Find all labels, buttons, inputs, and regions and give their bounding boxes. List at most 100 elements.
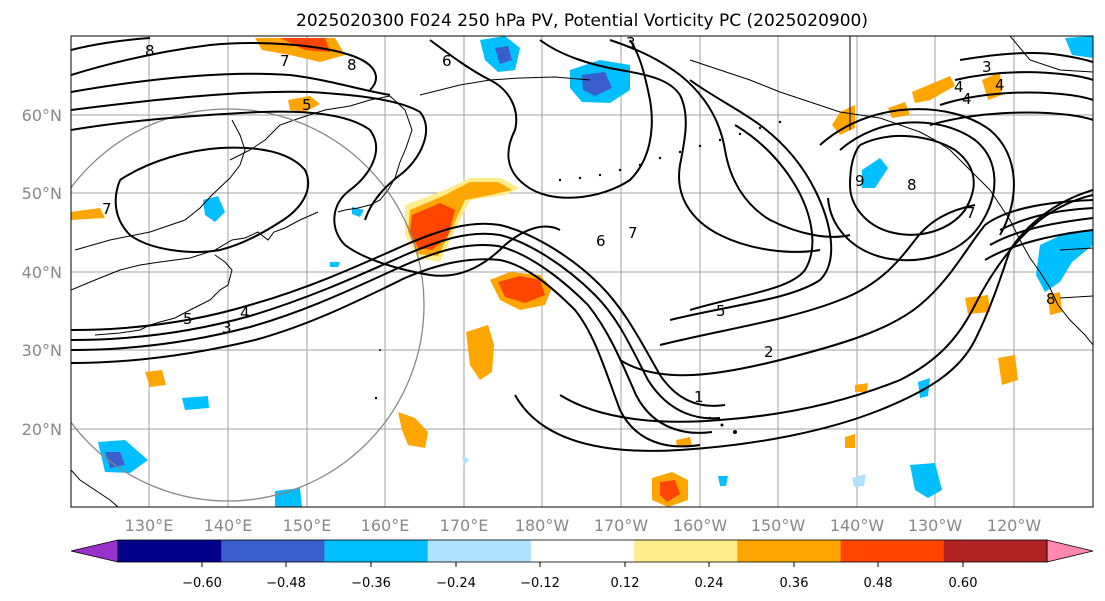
- contour-line: [659, 204, 976, 346]
- lon-label-130e: 130°E: [125, 516, 174, 535]
- pv-blob-neg-2-core: [582, 72, 612, 96]
- positive-pv-anomalies: [71, 38, 1062, 507]
- pv-blob-pos-15: [1048, 292, 1062, 315]
- colorbar-tick-label: 0.36: [780, 576, 809, 591]
- reference-circle: [71, 108, 425, 502]
- coast-asia-east: [71, 211, 319, 291]
- island-dot: [374, 396, 378, 400]
- contour-label: 8: [145, 42, 155, 60]
- pv-blob-neg-15: [352, 207, 364, 217]
- contour-label: 4: [240, 304, 250, 322]
- border-north-canada: [1009, 36, 1093, 73]
- colorbar-segment: [840, 540, 945, 562]
- hawaii-dot: [720, 423, 724, 427]
- lat-label-20n: 20°N: [22, 420, 62, 439]
- contour-label: 5: [183, 310, 193, 328]
- contour-label: 5: [716, 302, 726, 320]
- coast-japan: [94, 254, 233, 336]
- pv-blob-neg-4-core: [105, 452, 125, 468]
- island-dot: [578, 176, 582, 180]
- contour-label: 8: [907, 176, 917, 194]
- colorbar-tick-label: −0.60: [182, 576, 222, 591]
- pv-blob-neg-1-core: [495, 46, 512, 64]
- lon-label-150e: 150°E: [283, 516, 332, 535]
- coast-north-america-west: [989, 189, 1093, 346]
- pv-blob-neg-13: [718, 476, 728, 486]
- contour-label: 4: [995, 76, 1005, 94]
- contour-label: 7: [280, 52, 290, 70]
- pv-blob-pos-18: [845, 434, 855, 448]
- colorbar-tick-label: −0.24: [436, 576, 476, 591]
- contour-line: [689, 124, 814, 311]
- island-dot: [658, 156, 662, 160]
- lon-label-140e: 140°E: [204, 516, 253, 535]
- contour-label: 2: [764, 343, 774, 361]
- contour-line: [71, 72, 391, 96]
- pv-blob-pos-4-core: [498, 276, 545, 303]
- contour-label: 6: [442, 52, 452, 70]
- colorbar-segment: [634, 540, 738, 562]
- colorbar-tick-labels: −0.60 −0.48 −0.36 −0.24 −0.12 0.12 0.24 …: [182, 576, 977, 591]
- contour-line: [959, 51, 1093, 63]
- pv-blob-neg-3: [203, 196, 225, 222]
- pv-blob-neg-11: [918, 378, 930, 398]
- pv-blob-pos-8-core: [660, 480, 680, 502]
- colorbar-segment: [530, 540, 635, 562]
- pv-blob-neg-9: [1065, 36, 1093, 58]
- pv-blob-pos-17: [855, 383, 868, 392]
- contour-label: 5: [302, 96, 312, 114]
- contour-label: 1: [694, 388, 704, 406]
- lon-label-160e: 160°E: [361, 516, 410, 535]
- map-panel-content: 8 7 8 6 5 3 7 3 4 5 2 1 7 6 5 4 4 9 8 7: [70, 35, 1094, 508]
- border-us-canada: [1059, 247, 1093, 251]
- pv-blob-neg-6: [275, 488, 302, 507]
- contour-line: [819, 108, 1015, 236]
- island-dot: [778, 120, 782, 124]
- island-dot: [558, 178, 562, 182]
- pv-blob-pos-2: [288, 96, 320, 112]
- pv-blob-neg-8: [1036, 230, 1093, 292]
- contour-line: [989, 217, 1093, 246]
- contour-label: 4: [962, 90, 972, 108]
- lon-label-150w: 150°W: [751, 516, 806, 535]
- island-dot: [718, 138, 722, 142]
- pv-blob-neg-5: [182, 396, 209, 410]
- contour-label: 3: [222, 319, 232, 337]
- contour-label: 7: [966, 204, 976, 222]
- island-dot: [379, 349, 381, 351]
- colorbar-segment: [221, 540, 325, 562]
- contour-line: [984, 229, 1093, 261]
- latitude-labels: 60°N 50°N 40°N 30°N 20°N: [22, 106, 62, 439]
- contour-line: [114, 146, 310, 253]
- island-dot: [758, 126, 762, 130]
- island-dot: [618, 168, 622, 172]
- contour-label: 6: [596, 232, 606, 250]
- contour-label: 9: [855, 172, 865, 190]
- colorbar-segments: [70, 539, 1094, 563]
- contour-label: 7: [628, 224, 638, 242]
- colorbar-segment: [427, 540, 532, 562]
- colorbar-tick-label: 0.48: [864, 576, 893, 591]
- colorbar-segment: [737, 540, 842, 562]
- contour-labels: 8 7 8 6 5 3 7 3 4 5 2 1 7 6 5 4 4 9 8 7: [102, 36, 1056, 406]
- colorbar-outline: [117, 539, 1048, 563]
- contour-line: [71, 42, 377, 91]
- contour-label: 3: [982, 58, 992, 76]
- contour-line: [669, 79, 833, 321]
- contour-line: [71, 222, 726, 407]
- contour-line: [71, 244, 713, 434]
- colorbar-segment: [943, 540, 1048, 562]
- coast-kamchatka-west: [337, 95, 413, 213]
- colorbar-segment: [118, 540, 222, 562]
- pv-blob-pos-9: [832, 105, 855, 135]
- lat-label-30n: 30°N: [22, 341, 62, 360]
- contour-label: 8: [347, 56, 357, 74]
- pv-blob-pos-11: [912, 76, 955, 103]
- contour-label: 8: [1046, 290, 1056, 308]
- coast-okhotsk: [229, 95, 391, 161]
- pv-blob-pos-6: [398, 412, 428, 448]
- pv-blob-neg-7: [862, 158, 888, 188]
- contour-line: [999, 207, 1093, 231]
- contour-line: [71, 37, 151, 51]
